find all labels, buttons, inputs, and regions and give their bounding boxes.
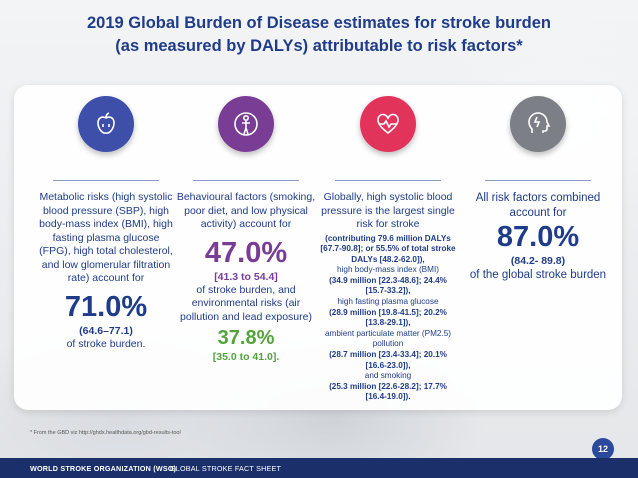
brain-head-icon [510, 96, 566, 152]
divider [335, 180, 441, 181]
footer-bar: WORLD STROKE ORGANIZATION (WSO) GLOBAL S… [0, 458, 638, 478]
divider [485, 180, 591, 181]
fpg-stat: (28.9 million [19.8-41.5]; 20.2% [13.8-2… [329, 307, 447, 328]
environmental-text: of stroke burden, and environmental risk… [180, 283, 312, 323]
metabolic-risks-column: Metabolic risks (high systolic blood pre… [36, 96, 176, 351]
environmental-range: [35.0 to 41.0]. [212, 351, 280, 363]
title-line-1: 2019 Global Burden of Disease estimates … [87, 14, 551, 32]
systolic-text: Globally, high systolic blood pressure i… [321, 191, 455, 230]
bmi-stat: (34.9 million [22.3-48.6]; 24.4% [15.7-3… [329, 275, 447, 296]
all-risk-tail: of the global stroke burden [469, 269, 607, 281]
smoking-label: and smoking [364, 371, 412, 381]
fpg-label: high fasting plasma glucose [337, 297, 439, 307]
footnote: * From the GBD viz http://ghdx.healthdat… [30, 430, 181, 436]
behavioural-value: 47.0% [204, 236, 288, 269]
title-line-2: (as measured by DALYs) attributable to r… [115, 37, 523, 55]
environmental-value: 37.8% [217, 327, 275, 349]
page-number-badge: 12 [592, 438, 614, 460]
metabolic-text: Metabolic risks (high systolic blood pre… [39, 191, 173, 284]
page-title: 2019 Global Burden of Disease estimates … [0, 12, 638, 58]
sbp-stat: (contributing 79.6 million DALYs [67.7-9… [320, 233, 456, 264]
person-icon [218, 96, 274, 152]
all-risk-range: (84.2- 89.8) [510, 255, 566, 267]
divider [193, 180, 299, 181]
apple-icon [78, 96, 134, 152]
divider [53, 180, 159, 181]
footer-sheet-title: GLOBAL STROKE FACT SHEET [170, 464, 282, 473]
pm25-label: ambient particulate matter (PM2.5) pollu… [324, 328, 452, 349]
metabolic-tail: of stroke burden. [66, 337, 146, 350]
bmi-label: high body-mass index (BMI) [337, 265, 439, 275]
all-risk-text: All risk factors combined account for [475, 192, 601, 219]
footer-org: WORLD STROKE ORGANIZATION (WSO) [30, 464, 177, 473]
systolic-bp-column: Globally, high systolic blood pressure i… [318, 96, 458, 403]
heart-pulse-icon [360, 96, 416, 152]
all-risk-factors-column: All risk factors combined account for 87… [468, 96, 608, 283]
pm25-stat: (28.7 million [23.4-33.4]; 20.1% [16.6-2… [329, 350, 447, 370]
behavioural-range: [41.3 to 54.4] [214, 270, 278, 283]
behavioural-text: Behavioural factors (smoking, poor diet,… [176, 191, 316, 230]
behavioural-factors-column: Behavioural factors (smoking, poor diet,… [176, 96, 316, 364]
metabolic-value: 71.0% [64, 290, 148, 323]
all-risk-value: 87.0% [496, 221, 580, 253]
smoking-stat: (25.3 million [22.6-28.2]; 17.7% [16.4-1… [329, 381, 447, 402]
metabolic-range: (64.6–77.1) [79, 324, 133, 337]
